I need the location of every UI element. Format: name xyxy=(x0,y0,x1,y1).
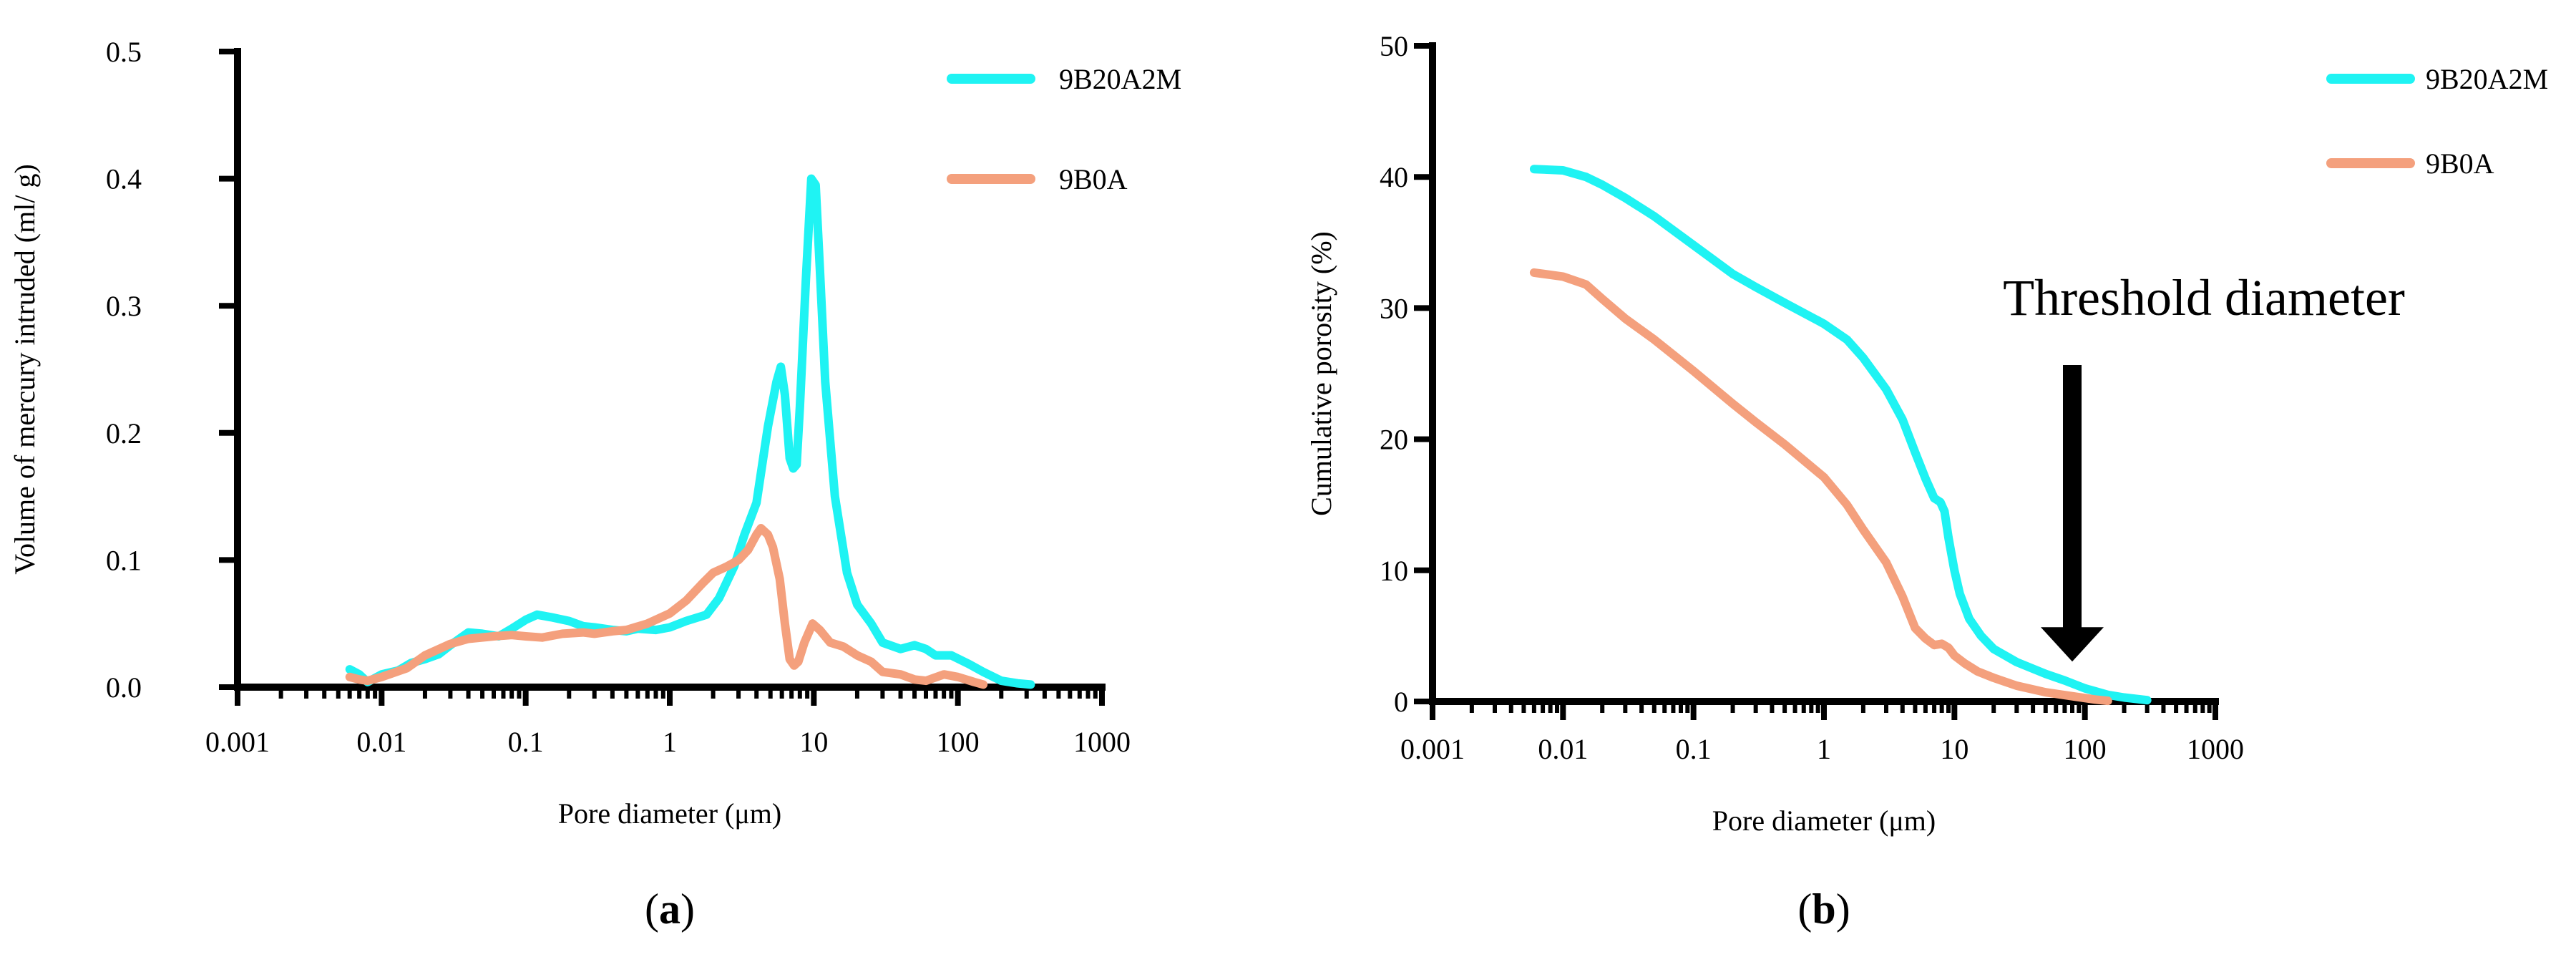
y-tick-label: 30 xyxy=(1380,292,1408,324)
y-tick-label: 0 xyxy=(1394,686,1408,718)
panel-label: (a) xyxy=(645,885,695,933)
x-tick-label: 0.001 xyxy=(205,726,270,758)
series-line-9b20a2m xyxy=(345,174,1035,689)
x-tick-label: 0.1 xyxy=(1676,733,1712,765)
y-tick-label: 0.3 xyxy=(106,290,142,322)
threshold-arrow-shaft xyxy=(2062,365,2082,629)
legend-label: 9B20A2M xyxy=(2426,63,2548,95)
chart-panel-a: 0.001 0.01 0.1 1 10 100 1000 0.0 0.1 0.2 0.3 0.4 0.5… xyxy=(9,36,1181,933)
legend-label: 9B20A2M xyxy=(1059,63,1181,95)
x-tick-label: 1000 xyxy=(2187,733,2244,765)
x-tick-label: 0.01 xyxy=(1538,733,1588,765)
x-tick-label: 1000 xyxy=(1073,726,1131,758)
x-tick-label: 1 xyxy=(663,726,677,758)
annotation-label: Threshold diameter xyxy=(2003,269,2405,326)
legend-label: 9B0A xyxy=(2426,147,2494,180)
series-line-9b0a xyxy=(345,524,988,689)
y-axis-title: Cumulative porosity (%) xyxy=(1305,231,1337,516)
y-tick-label: 20 xyxy=(1380,424,1408,456)
x-tick-label: 1 xyxy=(1817,733,1831,765)
x-tick-label: 100 xyxy=(937,726,980,758)
x-tick-label: 10 xyxy=(799,726,828,758)
x-tick-label: 100 xyxy=(2064,733,2107,765)
y-tick-label: 0.5 xyxy=(106,36,142,68)
y-tick-label: 10 xyxy=(1380,555,1408,587)
series-line-9b0a xyxy=(1529,268,2112,706)
panel-letter: a xyxy=(659,885,680,933)
y-tick-label: 0.1 xyxy=(106,544,142,576)
y-tick-label: 0.4 xyxy=(106,163,142,195)
panel-letter: b xyxy=(1812,885,1835,933)
y-tick-label: 0.2 xyxy=(106,417,142,450)
threshold-arrow-head xyxy=(2040,627,2104,662)
x-tick-label: 10 xyxy=(1940,733,1968,765)
panel-label: (b) xyxy=(1797,885,1850,933)
x-axis-title: Pore diameter (μm) xyxy=(1712,805,1936,837)
y-tick-label: 40 xyxy=(1380,161,1408,193)
x-tick-label: 0.1 xyxy=(508,726,544,758)
y-axis-title: Volume of mercury intruded (ml/ g) xyxy=(9,164,41,575)
y-tick-label: 0.0 xyxy=(106,671,142,704)
legend-label: 9B0A xyxy=(1059,163,1128,195)
chart-panel-b: 0.001 0.01 0.1 1 10 100 1000 0 10 20 30 40 50 Pore di… xyxy=(1305,30,2548,933)
x-axis-title: Pore diameter (μm) xyxy=(558,797,781,830)
x-tick-label: 0.001 xyxy=(1400,733,1465,765)
y-tick-label: 50 xyxy=(1380,30,1408,62)
x-tick-label: 0.01 xyxy=(356,726,406,758)
series-line-9b20a2m xyxy=(1529,165,2152,705)
